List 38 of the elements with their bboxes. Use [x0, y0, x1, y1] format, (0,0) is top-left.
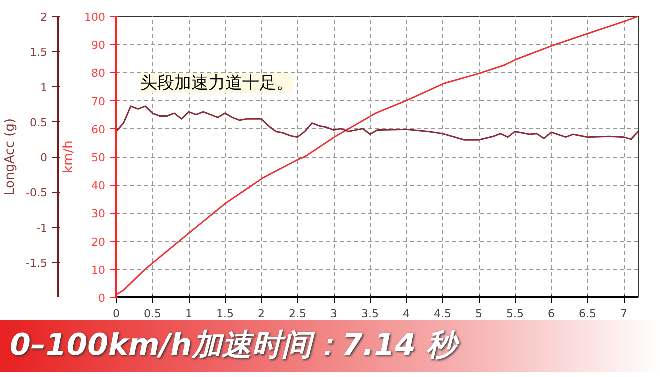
x-tick-label: 3	[330, 308, 338, 320]
x-tick-label: 3.5	[362, 308, 380, 320]
x-tick-label: 2.5	[289, 308, 307, 320]
x-tick-label: 7	[620, 308, 628, 320]
y2-tick-label: 2	[40, 11, 48, 24]
line-series	[116, 106, 638, 141]
y-tick-label: 70	[92, 95, 106, 108]
y2-tick-label: -1.5	[26, 256, 48, 270]
y-axis-title: km/h	[62, 140, 77, 174]
y-tick-label: 30	[92, 208, 106, 221]
y2-tick-label: 0.5	[30, 116, 48, 130]
y2-tick-label: 1	[40, 81, 48, 94]
y-tick-label: 80	[92, 67, 106, 80]
x-tick-label: 1.5	[216, 308, 234, 320]
y-tick-label: 10	[92, 264, 106, 277]
x-tick-label: 4	[403, 308, 410, 320]
x-tick-label: 2	[258, 308, 265, 320]
y2-tick-label: -0.5	[26, 186, 48, 200]
x-tick-label: 6	[548, 308, 555, 320]
y2-tick-label: -1	[36, 222, 48, 235]
y-tick-label: 100	[84, 11, 106, 24]
y2-axis-title: LongAcc (g)	[3, 118, 18, 196]
y-tick-label: 40	[92, 180, 106, 193]
y-tick-label: 90	[92, 39, 106, 52]
x-tick-label: 5.5	[506, 308, 524, 320]
y2-tick-label: 1.5	[30, 46, 48, 60]
annotation: 头段加速力道十足。	[140, 74, 294, 94]
y-tick-label: 50	[92, 152, 106, 164]
y2-tick-label: 0	[40, 152, 48, 164]
x-tick-label: 6.5	[579, 308, 597, 320]
y-tick-label: 0	[98, 292, 106, 305]
x-tick-label: 5	[476, 308, 482, 320]
x-tick-label: 4.5	[434, 308, 452, 320]
x-tick-label: 0	[113, 308, 120, 320]
y-tick-label: 20	[92, 236, 106, 249]
y-tick-label: 60	[92, 123, 106, 136]
x-tick-label: 1	[186, 308, 192, 320]
x-tick-label: 0.5	[144, 308, 162, 320]
